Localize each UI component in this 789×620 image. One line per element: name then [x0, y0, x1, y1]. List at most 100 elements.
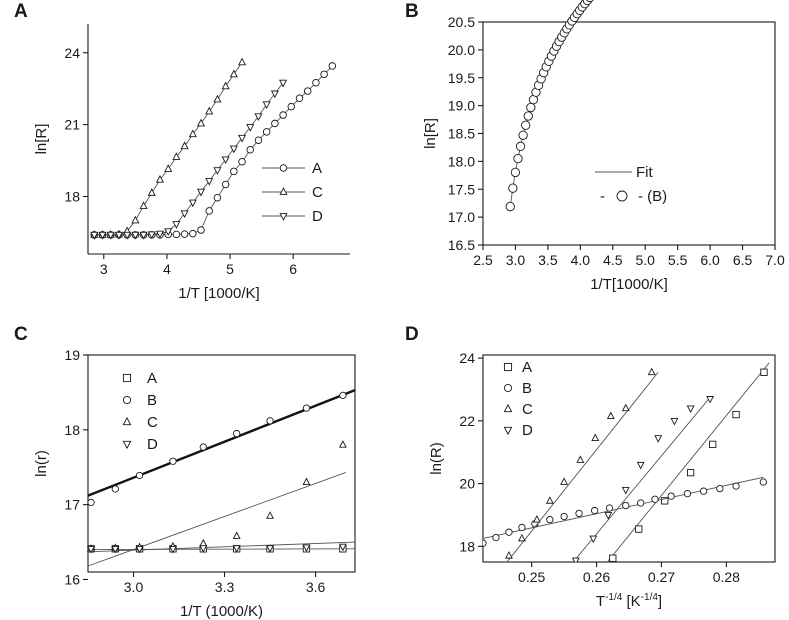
- data-point: [197, 226, 205, 234]
- data-point: [123, 231, 132, 240]
- data-point: [237, 57, 247, 66]
- legend-marker: [503, 362, 513, 372]
- y-axis-title: ln[R]: [422, 118, 439, 149]
- x-tick-label: 3.0: [124, 579, 144, 595]
- data-point: [172, 152, 181, 160]
- x-tick-label: 4.5: [603, 252, 623, 268]
- plot-frame: [482, 354, 776, 563]
- data-point: [505, 201, 515, 212]
- data-point: [302, 404, 311, 412]
- data-point: [221, 81, 230, 90]
- x-axis-title-part: [K: [622, 593, 640, 610]
- series-d: [87, 541, 356, 554]
- y-tick-label: 21: [64, 117, 80, 133]
- x-tick-label: 0.28: [713, 569, 740, 585]
- data-point: [706, 396, 715, 404]
- fit-line: [506, 371, 659, 562]
- data-point: [232, 545, 241, 553]
- legend-label: C: [312, 184, 323, 201]
- data-point: [111, 485, 119, 493]
- data-point: [90, 231, 99, 240]
- legend-marker: [122, 373, 132, 383]
- series-a: [90, 62, 337, 239]
- data-point: [246, 124, 255, 132]
- x-tick-label: 5.5: [668, 252, 688, 268]
- data-point: [229, 69, 238, 78]
- data-point: [302, 477, 311, 486]
- data-point: [196, 188, 206, 197]
- data-point: [87, 545, 95, 554]
- data-point: [213, 167, 222, 175]
- data-point: [139, 201, 148, 210]
- data-point: [483, 539, 487, 547]
- data-point: [164, 228, 173, 237]
- y-tick-label: 18: [64, 189, 80, 205]
- data-point: [271, 119, 279, 128]
- data-point: [320, 70, 328, 79]
- data-point: [172, 221, 181, 229]
- legend-marker: [279, 187, 288, 195]
- data-point: [670, 418, 679, 426]
- x-tick-label: 3.3: [215, 579, 235, 595]
- data-point: [518, 130, 528, 140]
- data-point: [521, 120, 531, 130]
- legend-marker: [122, 416, 132, 426]
- x-axis-title-part: ]: [658, 593, 662, 610]
- data-point: [621, 487, 630, 495]
- series-line: [94, 82, 284, 236]
- data-point: [233, 429, 241, 438]
- data-point: [560, 512, 568, 521]
- data-point: [246, 146, 255, 154]
- x-axis-title-part: T: [596, 593, 605, 610]
- y-tick-label: 17.0: [448, 209, 475, 225]
- data-point: [635, 525, 643, 533]
- series-a: [606, 362, 770, 562]
- data-point: [155, 230, 165, 239]
- data-point: [606, 411, 615, 420]
- y-tick-label: 17: [64, 497, 80, 513]
- legend-marker: [503, 426, 513, 436]
- y-tick-label: 16: [64, 571, 80, 587]
- data-point: [686, 468, 695, 477]
- data-point: [732, 482, 740, 490]
- data-point: [147, 231, 156, 240]
- data-point: [295, 94, 304, 103]
- data-point: [87, 498, 95, 507]
- x-tick-label: 0.25: [518, 569, 545, 585]
- data-point: [287, 102, 296, 111]
- legend-label: B: [147, 392, 157, 409]
- data-point: [254, 113, 263, 122]
- y-tick-label: 19: [64, 347, 80, 363]
- x-axis-title: 1/T (1000/K): [180, 603, 263, 620]
- x-tick-label: 6.0: [700, 252, 720, 268]
- x-axis-title: 1/T [1000/K]: [178, 285, 259, 302]
- legend-label: D: [522, 422, 533, 439]
- data-point: [169, 457, 177, 465]
- x-tick-label: 3: [100, 261, 108, 277]
- y-tick-label: 18: [459, 538, 475, 554]
- data-point: [683, 489, 692, 498]
- legend-label-dash: -: [600, 188, 605, 205]
- y-tick-label: 20.0: [448, 42, 475, 58]
- data-point: [230, 167, 238, 176]
- data-point: [622, 501, 630, 510]
- data-point: [605, 504, 614, 512]
- series-b: [483, 476, 767, 547]
- series-d: [90, 79, 288, 240]
- data-point: [492, 533, 500, 542]
- y-axis-title: ln[R]: [33, 124, 50, 155]
- legend-marker: [503, 383, 513, 393]
- legend-marker: [279, 164, 288, 172]
- data-point: [546, 516, 554, 524]
- x-tick-label: 4.0: [571, 252, 591, 268]
- data-point: [515, 141, 526, 151]
- x-tick-label: 6.5: [733, 252, 753, 268]
- data-point: [131, 215, 140, 224]
- data-point: [609, 554, 617, 562]
- data-point: [262, 128, 271, 136]
- x-tick-label: 4: [163, 261, 171, 277]
- data-point: [532, 515, 541, 523]
